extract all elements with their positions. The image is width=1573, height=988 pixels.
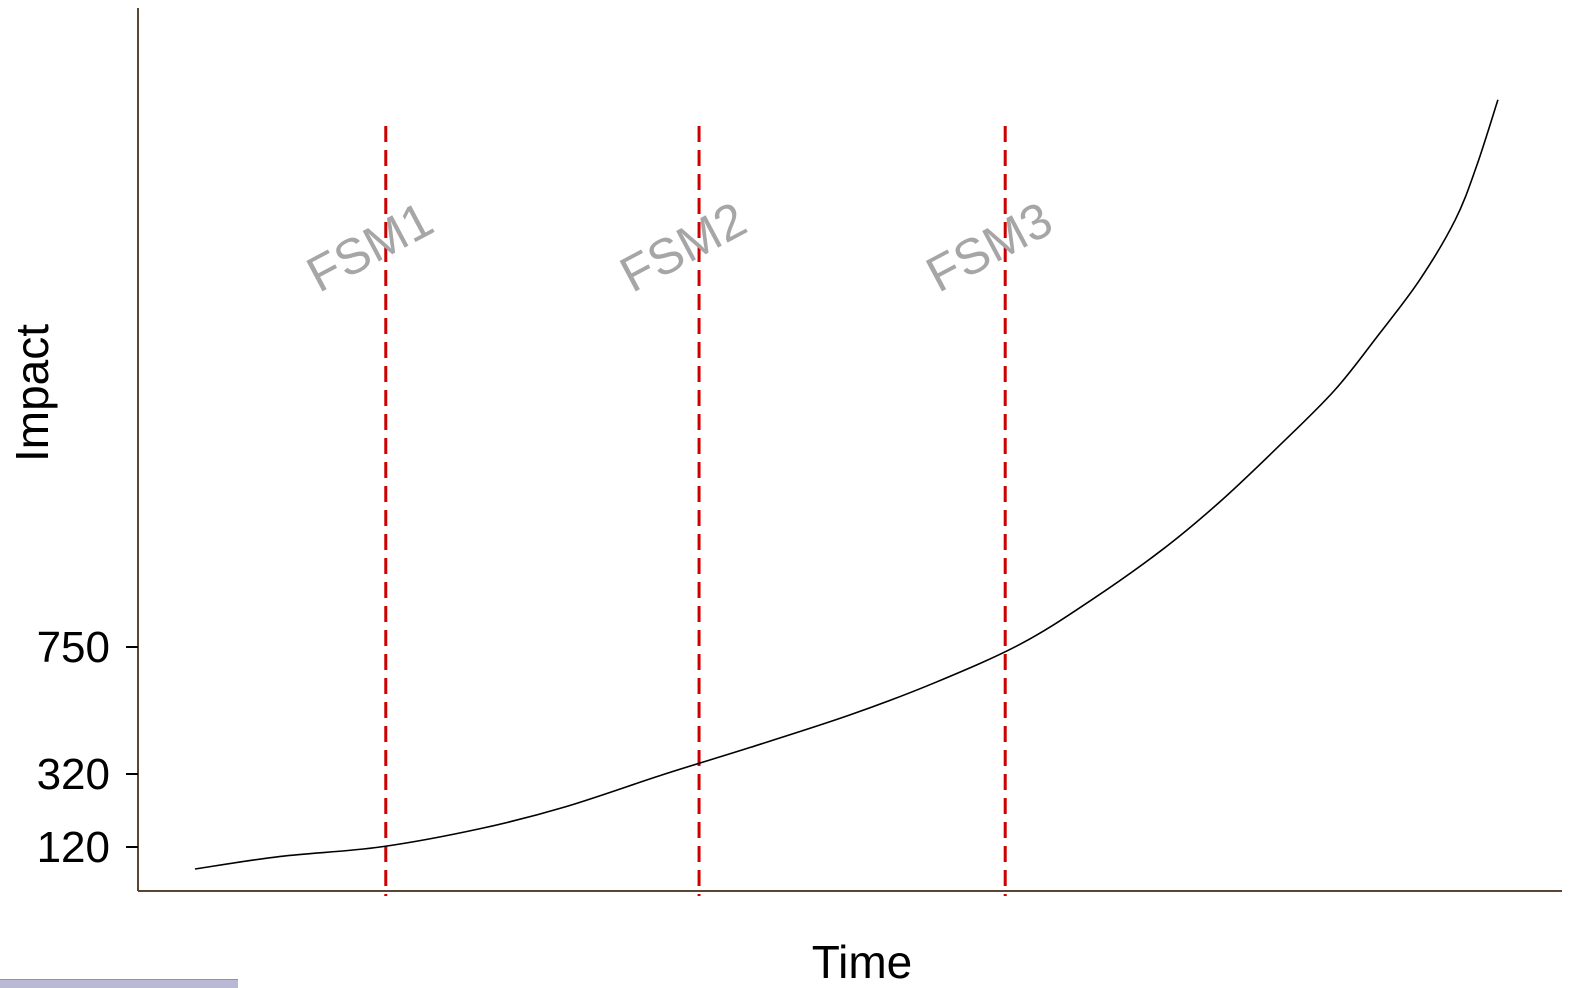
fsm-marker-label: FSM1 — [298, 191, 442, 303]
curve-group — [194, 99, 1499, 870]
impact-curve — [194, 99, 1499, 870]
marker-labels: FSM1 FSM2 FSM3 — [298, 191, 1061, 303]
axes — [137, 8, 1562, 892]
y-tick-label: 750 — [37, 623, 110, 672]
y-tick-label: 120 — [37, 823, 110, 872]
y-tick-label: 320 — [37, 750, 110, 799]
marker-lines — [384, 126, 1007, 896]
y-axis-title: Impact — [6, 324, 58, 462]
x-axis-title: Time — [812, 936, 913, 988]
fsm-marker-label: FSM2 — [611, 191, 755, 303]
fsm-marker-label: FSM3 — [917, 191, 1061, 303]
bottom-strip — [0, 979, 238, 988]
y-ticks: 120 320 750 — [37, 623, 138, 872]
